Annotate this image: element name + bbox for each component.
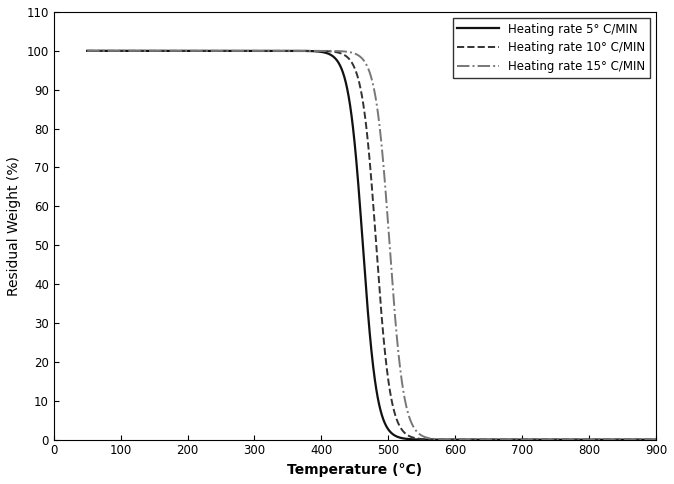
X-axis label: Temperature (°C): Temperature (°C) <box>287 463 423 477</box>
Heating rate 5° C/MIN <box>531 437 539 442</box>
Heating rate 10° C/MIN <box>636 437 644 442</box>
Heating rate 15° C/MIN <box>344 49 353 55</box>
Heating rate 5° C/MIN <box>112 48 120 54</box>
Heating rate 5° C/MIN <box>635 437 643 442</box>
Heating rate 5° C/MIN <box>344 93 353 99</box>
Heating rate 15° C/MIN <box>635 437 643 442</box>
Heating rate 5° C/MIN <box>83 48 91 54</box>
Heating rate 15° C/MIN <box>652 437 660 442</box>
Heating rate 10° C/MIN <box>360 104 368 110</box>
Heating rate 10° C/MIN <box>652 437 660 442</box>
Heating rate 10° C/MIN <box>635 437 643 442</box>
Line: Heating rate 15° C/MIN: Heating rate 15° C/MIN <box>87 51 656 439</box>
Heating rate 15° C/MIN <box>83 48 91 54</box>
Heating rate 10° C/MIN <box>83 48 91 54</box>
Heating rate 10° C/MIN <box>112 48 120 54</box>
Heating rate 15° C/MIN <box>531 437 539 442</box>
Line: Heating rate 5° C/MIN: Heating rate 5° C/MIN <box>87 51 656 439</box>
Y-axis label: Residual Weight (%): Residual Weight (%) <box>7 156 21 296</box>
Line: Heating rate 10° C/MIN: Heating rate 10° C/MIN <box>87 51 656 439</box>
Heating rate 5° C/MIN <box>360 255 368 260</box>
Heating rate 15° C/MIN <box>636 437 644 442</box>
Heating rate 5° C/MIN <box>652 437 660 442</box>
Heating rate 5° C/MIN <box>636 437 644 442</box>
Legend: Heating rate 5° C/MIN, Heating rate 10° C/MIN, Heating rate 15° C/MIN: Heating rate 5° C/MIN, Heating rate 10° … <box>453 18 650 78</box>
Heating rate 15° C/MIN <box>112 48 120 54</box>
Heating rate 15° C/MIN <box>360 58 368 63</box>
Heating rate 10° C/MIN <box>531 437 539 442</box>
Heating rate 10° C/MIN <box>344 56 353 61</box>
